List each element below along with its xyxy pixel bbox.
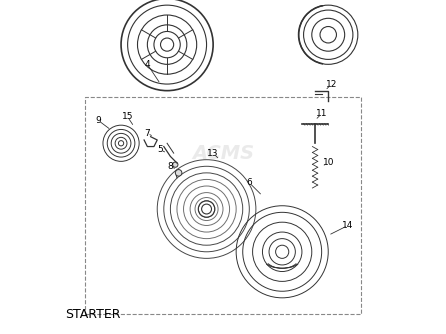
Text: 12: 12 bbox=[326, 79, 337, 89]
Text: STARTER: STARTER bbox=[65, 308, 121, 321]
Circle shape bbox=[173, 162, 178, 167]
Text: 5: 5 bbox=[157, 145, 163, 154]
Text: 15: 15 bbox=[122, 113, 133, 122]
Text: 14: 14 bbox=[342, 221, 354, 230]
Text: 4: 4 bbox=[145, 60, 150, 69]
Text: 13: 13 bbox=[207, 149, 219, 158]
Text: 11: 11 bbox=[316, 109, 327, 118]
Text: 9: 9 bbox=[95, 116, 101, 125]
Text: 10: 10 bbox=[322, 159, 334, 167]
Text: 8: 8 bbox=[168, 162, 173, 171]
Bar bbox=[85, 97, 361, 314]
Text: 6: 6 bbox=[247, 178, 252, 187]
Text: ACMS: ACMS bbox=[192, 144, 254, 163]
Circle shape bbox=[175, 170, 182, 176]
Text: 7: 7 bbox=[145, 129, 150, 138]
